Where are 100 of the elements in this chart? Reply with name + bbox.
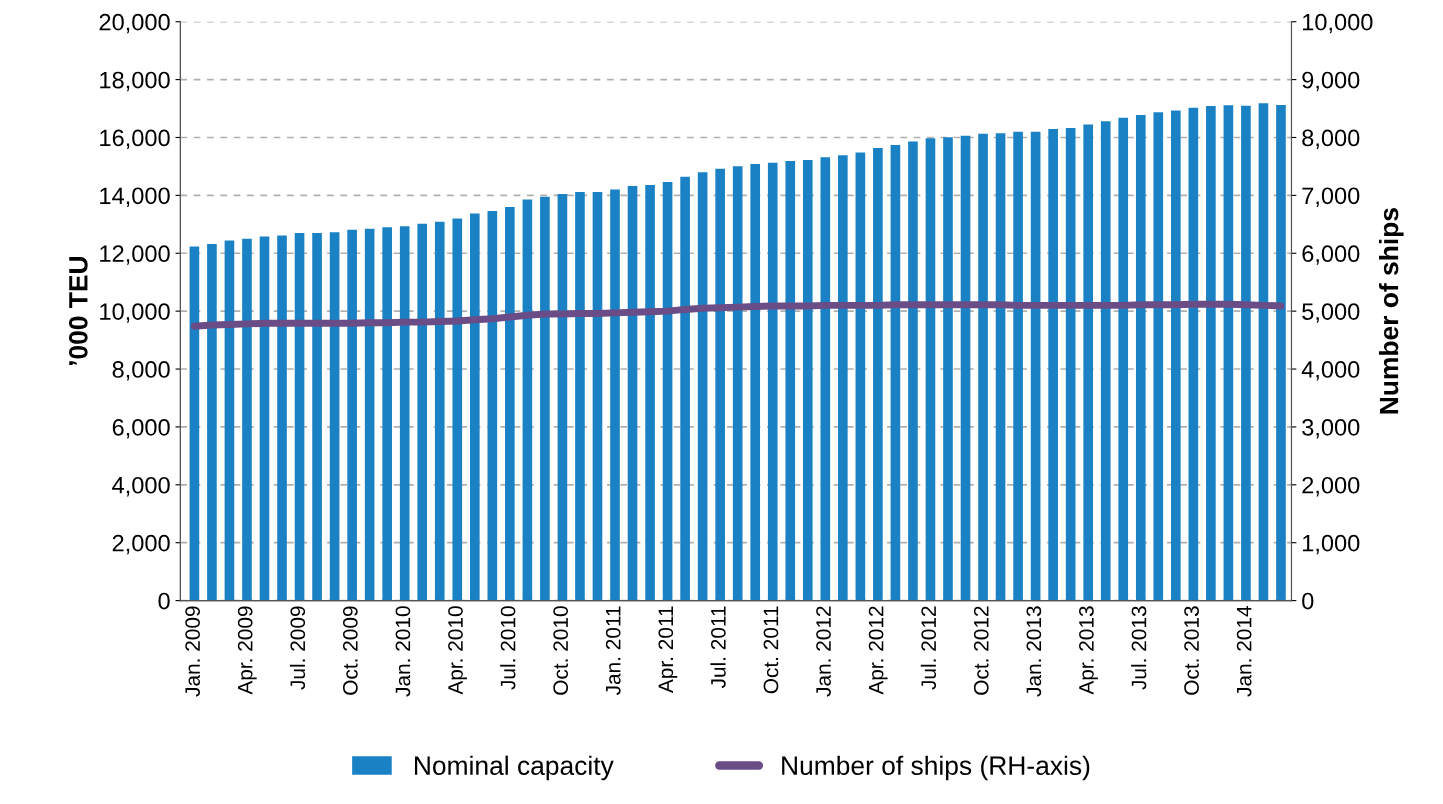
x-tick-label: Apr. 2010: [448, 606, 467, 695]
bar: [277, 235, 287, 601]
bar: [417, 223, 428, 601]
bar: [469, 213, 480, 601]
y2-tick-label: 6,000: [1302, 245, 1360, 265]
bar: [890, 145, 901, 601]
bar: [592, 191, 603, 601]
x-tick-label: Oct. 2009: [342, 606, 358, 695]
y2-tick-label: 4,000: [1301, 361, 1360, 381]
bar: [838, 155, 848, 601]
bar: [364, 228, 375, 601]
y2-axis-title: Number of ships: [1378, 208, 1404, 414]
x-tick-label: Oct. 2010: [553, 606, 569, 695]
bar: [1083, 124, 1094, 601]
y-tick-label: 8,000: [112, 361, 170, 381]
bar: [873, 147, 883, 601]
bar: [259, 236, 270, 601]
bar: [382, 227, 392, 601]
bar: [1135, 114, 1146, 601]
bar: [627, 186, 638, 601]
y2-tick-label: 3,000: [1302, 418, 1360, 439]
x-tick-label: Oct. 2012: [973, 606, 989, 695]
bar: [399, 226, 410, 601]
bar: [1065, 127, 1076, 601]
y2-tick-label: 2,000: [1302, 476, 1360, 497]
y-tick-label: 18,000: [100, 71, 170, 92]
bar: [995, 133, 1006, 601]
y2-tick-label: 10,000: [1303, 13, 1373, 34]
bar: [294, 233, 305, 601]
x-tick-label: Jan. 2013: [1026, 606, 1042, 697]
legend-label: Number of ships (RH-axis): [782, 755, 1090, 781]
x-tick-label: Oct. 2011: [763, 606, 779, 694]
bar: [312, 233, 322, 601]
bar: [732, 166, 743, 601]
y2-tick-label: 7,000: [1302, 187, 1360, 207]
y2-tick-label: 5,000: [1302, 303, 1360, 323]
bar: [767, 162, 778, 601]
x-tick-label: Oct. 2013: [1184, 606, 1199, 695]
bar: [978, 133, 988, 601]
y2-tick-label: 9,000: [1302, 71, 1360, 92]
y2-tick-label: 0: [1302, 592, 1314, 610]
bar: [1100, 121, 1111, 601]
bar: [224, 240, 235, 601]
bar: [557, 193, 568, 601]
bar: [452, 218, 463, 601]
bar: [960, 135, 971, 601]
bar: [943, 137, 953, 601]
bar: [207, 244, 217, 601]
x-tick-label: Jul. 2010: [500, 606, 516, 690]
bar: [1223, 105, 1234, 601]
y-tick-label: 0: [158, 592, 170, 610]
x-tick-label: Apr. 2011: [658, 606, 678, 694]
x-tick-label: Jan. 2009: [185, 606, 200, 697]
bar: [1171, 110, 1181, 601]
bar: [802, 160, 813, 601]
y-axis-title: ’000 TEU: [68, 257, 88, 366]
x-tick-label: Jul. 2012: [920, 606, 937, 690]
y2-tick-label: 8,000: [1302, 129, 1360, 150]
bar: [1153, 112, 1164, 601]
legend-label: Nominal capacity: [415, 755, 614, 781]
y-tick-label: 4,000: [112, 476, 170, 497]
bar: [189, 246, 200, 601]
bar: [540, 196, 550, 601]
bar: [575, 191, 585, 601]
bar: [505, 206, 515, 601]
x-tick-label: Jan. 2014: [1236, 606, 1252, 697]
bar: [1258, 103, 1269, 601]
bar: [925, 138, 936, 601]
x-tick-label: Jul. 2009: [289, 606, 306, 690]
y-tick-label: 2,000: [112, 534, 170, 555]
bar: [1276, 105, 1286, 601]
y-tick-label: 20,000: [99, 13, 170, 34]
y-tick-label: 16,000: [100, 129, 170, 150]
bar: [715, 168, 725, 601]
y-tick-label: 10,000: [100, 303, 170, 323]
bar: [434, 221, 445, 601]
x-tick-label: Jan. 2011: [605, 606, 621, 696]
x-tick-label: Jan. 2012: [816, 606, 831, 697]
bar: [1206, 105, 1216, 601]
bar: [645, 184, 655, 601]
x-tick-label: Apr. 2012: [868, 606, 888, 695]
x-tick-label: Jan. 2010: [395, 606, 411, 697]
bar: [1030, 131, 1041, 601]
bar: [680, 176, 690, 601]
y-tick-label: 6,000: [112, 418, 170, 439]
x-tick-label: Apr. 2009: [237, 606, 257, 695]
bar: [855, 152, 866, 601]
bar: [785, 160, 796, 601]
bar: [820, 157, 831, 601]
bar: [1118, 117, 1129, 601]
y-tick-label: 12,000: [100, 245, 170, 265]
bar: [908, 141, 918, 601]
bar: [242, 238, 252, 601]
y-tick-label: 14,000: [100, 187, 170, 207]
bar: [1013, 131, 1023, 601]
bar: [1048, 129, 1058, 601]
x-tick-label: Jul. 2011: [710, 606, 726, 689]
y2-tick-label: 1,000: [1303, 534, 1360, 555]
bar: [329, 232, 340, 601]
x-tick-label: Apr. 2013: [1079, 606, 1098, 695]
